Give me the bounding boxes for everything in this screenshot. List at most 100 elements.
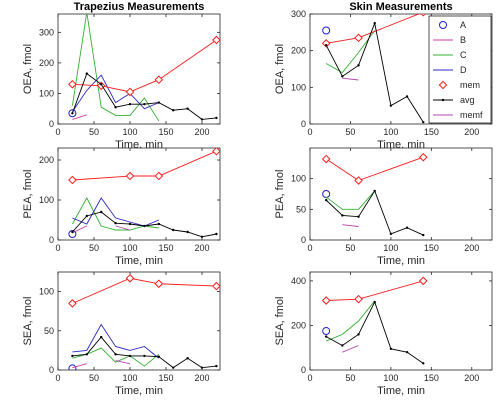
data-point-avg: [71, 112, 74, 115]
data-point-avg: [186, 230, 189, 234]
data-point-mem: [154, 279, 164, 289]
axes-box: [57, 13, 221, 125]
legend-label: memf: [460, 110, 483, 120]
series-avg: [324, 189, 425, 237]
y-tick-label: 100: [291, 82, 306, 92]
data-point-avg: [357, 215, 360, 218]
y-axis-label: PEA, fmol: [22, 170, 34, 219]
data-point-mem: [68, 175, 77, 185]
series-line-C: [325, 30, 376, 74]
legend-entry-C: C: [433, 50, 467, 60]
x-tick-label: 100: [122, 127, 137, 137]
data-point-mem: [321, 39, 331, 48]
series-C: [71, 14, 160, 122]
plot-area: [321, 152, 428, 237]
data-point-avg: [157, 355, 160, 358]
y-tick-label: 0: [301, 119, 306, 129]
x-tick-label: 200: [194, 127, 209, 137]
data-point-mem: [125, 171, 135, 181]
data-point-avg: [215, 364, 218, 368]
chart-panels: 0 50 100 150 200 0 100 200 300 Time, min OEA, fmol…: [22, 1, 493, 397]
x-tick-label: 0: [307, 243, 312, 253]
legend-entry-mem: mem: [438, 80, 480, 90]
series-avg: [324, 21, 425, 124]
x-tick-label: 200: [194, 373, 209, 383]
y-tick-label: 200: [39, 155, 54, 165]
x-tick-label: 150: [424, 373, 439, 383]
series-memf: [342, 345, 359, 353]
series-B: [72, 363, 87, 369]
series-A: [322, 26, 331, 35]
data-point-avg: [186, 107, 189, 110]
x-tick-label: 0: [55, 127, 60, 137]
data-point-mem: [321, 296, 331, 305]
y-tick-label: 200: [291, 320, 306, 330]
series-line-B: [72, 114, 87, 120]
data-point-avg: [114, 222, 117, 225]
plot-area: [68, 14, 220, 122]
y-tick-label: 100: [39, 88, 54, 98]
y-tick-label: 0: [301, 365, 306, 375]
series-A: [68, 109, 77, 118]
chart-skin-sea: 0 50 100 150 200 0 200 400 Time, min SEA, fmol: [274, 271, 493, 397]
data-point-avg: [357, 333, 360, 336]
legend-label: D: [460, 65, 467, 75]
legend-label: A: [460, 20, 466, 30]
chart-title: Skin Measurements: [349, 1, 452, 13]
data-point-avg: [357, 64, 360, 67]
data-point-avg: [100, 210, 103, 214]
data-point-avg: [341, 75, 344, 78]
data-point-avg: [373, 300, 376, 304]
series-line-mem: [72, 150, 217, 181]
plot-area: [321, 14, 426, 124]
data-point-A: [68, 109, 77, 118]
x-tick-label: 200: [464, 243, 479, 253]
series-mem: [321, 14, 426, 48]
series-line-memf: [342, 345, 359, 353]
data-point-avg: [186, 357, 189, 360]
series-B: [72, 114, 87, 120]
series-line-D: [72, 74, 159, 113]
axes-box: [309, 147, 493, 241]
legend-box: [428, 15, 492, 124]
x-tick-label: 100: [122, 373, 137, 383]
y-tick-label: 0: [49, 119, 54, 129]
x-tick-label: 150: [158, 127, 173, 137]
y-axis-label: PEA, fmol: [274, 170, 286, 219]
legend-entry-memf: memf: [433, 110, 483, 120]
series-C: [326, 300, 376, 342]
x-tick-label: 50: [345, 373, 355, 383]
axes-box: [57, 147, 221, 241]
data-point-mem: [68, 79, 77, 89]
data-point-avg: [405, 95, 409, 98]
series-mem: [321, 276, 428, 305]
legend-marker: [438, 80, 448, 90]
data-point-mem: [125, 273, 135, 283]
chart-title: Trapezius Measurements: [74, 1, 205, 13]
plot-area: [68, 273, 220, 370]
y-tick-label: 100: [39, 195, 54, 205]
series-D: [72, 74, 159, 113]
data-point-avg: [422, 120, 425, 124]
data-point-avg: [128, 102, 132, 106]
chart-trap-pea: 0 50 100 150 200 0 100 200 Time, min PEA, fmol: [22, 147, 221, 267]
series-memf: [342, 224, 359, 227]
data-point-avg: [389, 104, 393, 107]
data-point-avg: [114, 353, 117, 356]
x-tick-label: 100: [383, 243, 398, 253]
legend-entry-avg: avg: [433, 95, 475, 105]
data-point-mem: [154, 75, 164, 85]
y-tick-label: 0: [49, 365, 54, 375]
x-tick-label: 150: [424, 127, 439, 137]
data-point-avg: [114, 105, 117, 109]
data-point-avg: [85, 353, 89, 356]
legend-label: C: [460, 50, 467, 60]
legend-label: avg: [460, 95, 475, 105]
x-tick-label: 150: [424, 243, 439, 253]
y-tick-label: 300: [39, 27, 54, 37]
data-point-avg: [389, 347, 393, 351]
x-axis-label: Time, min: [377, 255, 425, 267]
series-memf: [342, 77, 359, 81]
series-avg: [324, 300, 425, 365]
